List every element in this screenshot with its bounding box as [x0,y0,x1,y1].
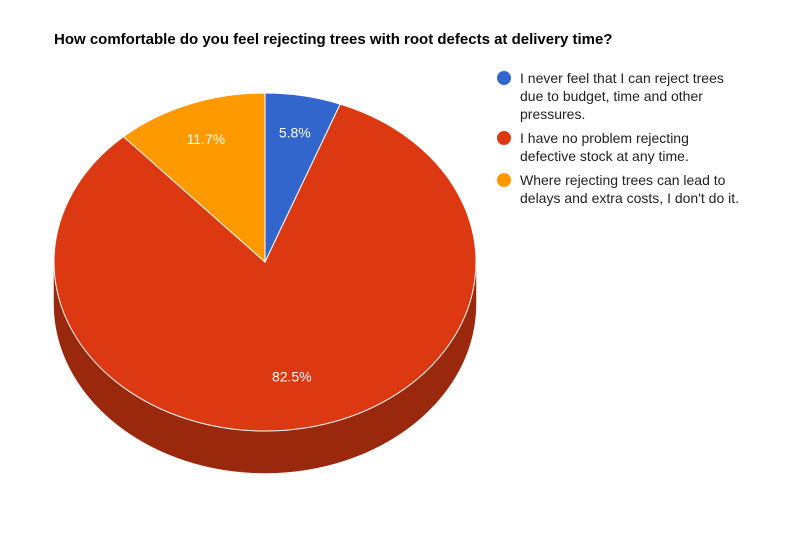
legend-swatch-2 [497,131,511,145]
legend-item-3[interactable]: Where rejecting trees can lead to delays… [497,171,747,207]
chart-title: How comfortable do you feel rejecting tr… [54,31,613,48]
legend-label-3: Where rejecting trees can lead to delays… [520,172,740,206]
pie-value-labels: 5.8% 82.5% 11.7% [187,124,312,384]
pie-top [53,92,477,432]
legend-label-2: I have no problem rejecting defective st… [520,130,689,164]
legend-item-2[interactable]: I have no problem rejecting defective st… [497,129,747,165]
pie-slice-label-2: 82.5% [272,369,312,385]
pie-slice-2[interactable] [53,103,477,432]
pie-slice-label-1: 5.8% [279,124,311,140]
legend-label-1: I never feel that I can reject trees due… [520,70,724,122]
pie-slice-3[interactable] [122,92,266,264]
legend-swatch-3 [497,173,511,187]
legend-swatch-1 [497,71,511,85]
pie-slice-label-3: 11.7% [187,131,226,147]
legend-item-1[interactable]: I never feel that I can reject trees due… [497,69,747,123]
legend: I never feel that I can reject trees due… [497,69,747,213]
